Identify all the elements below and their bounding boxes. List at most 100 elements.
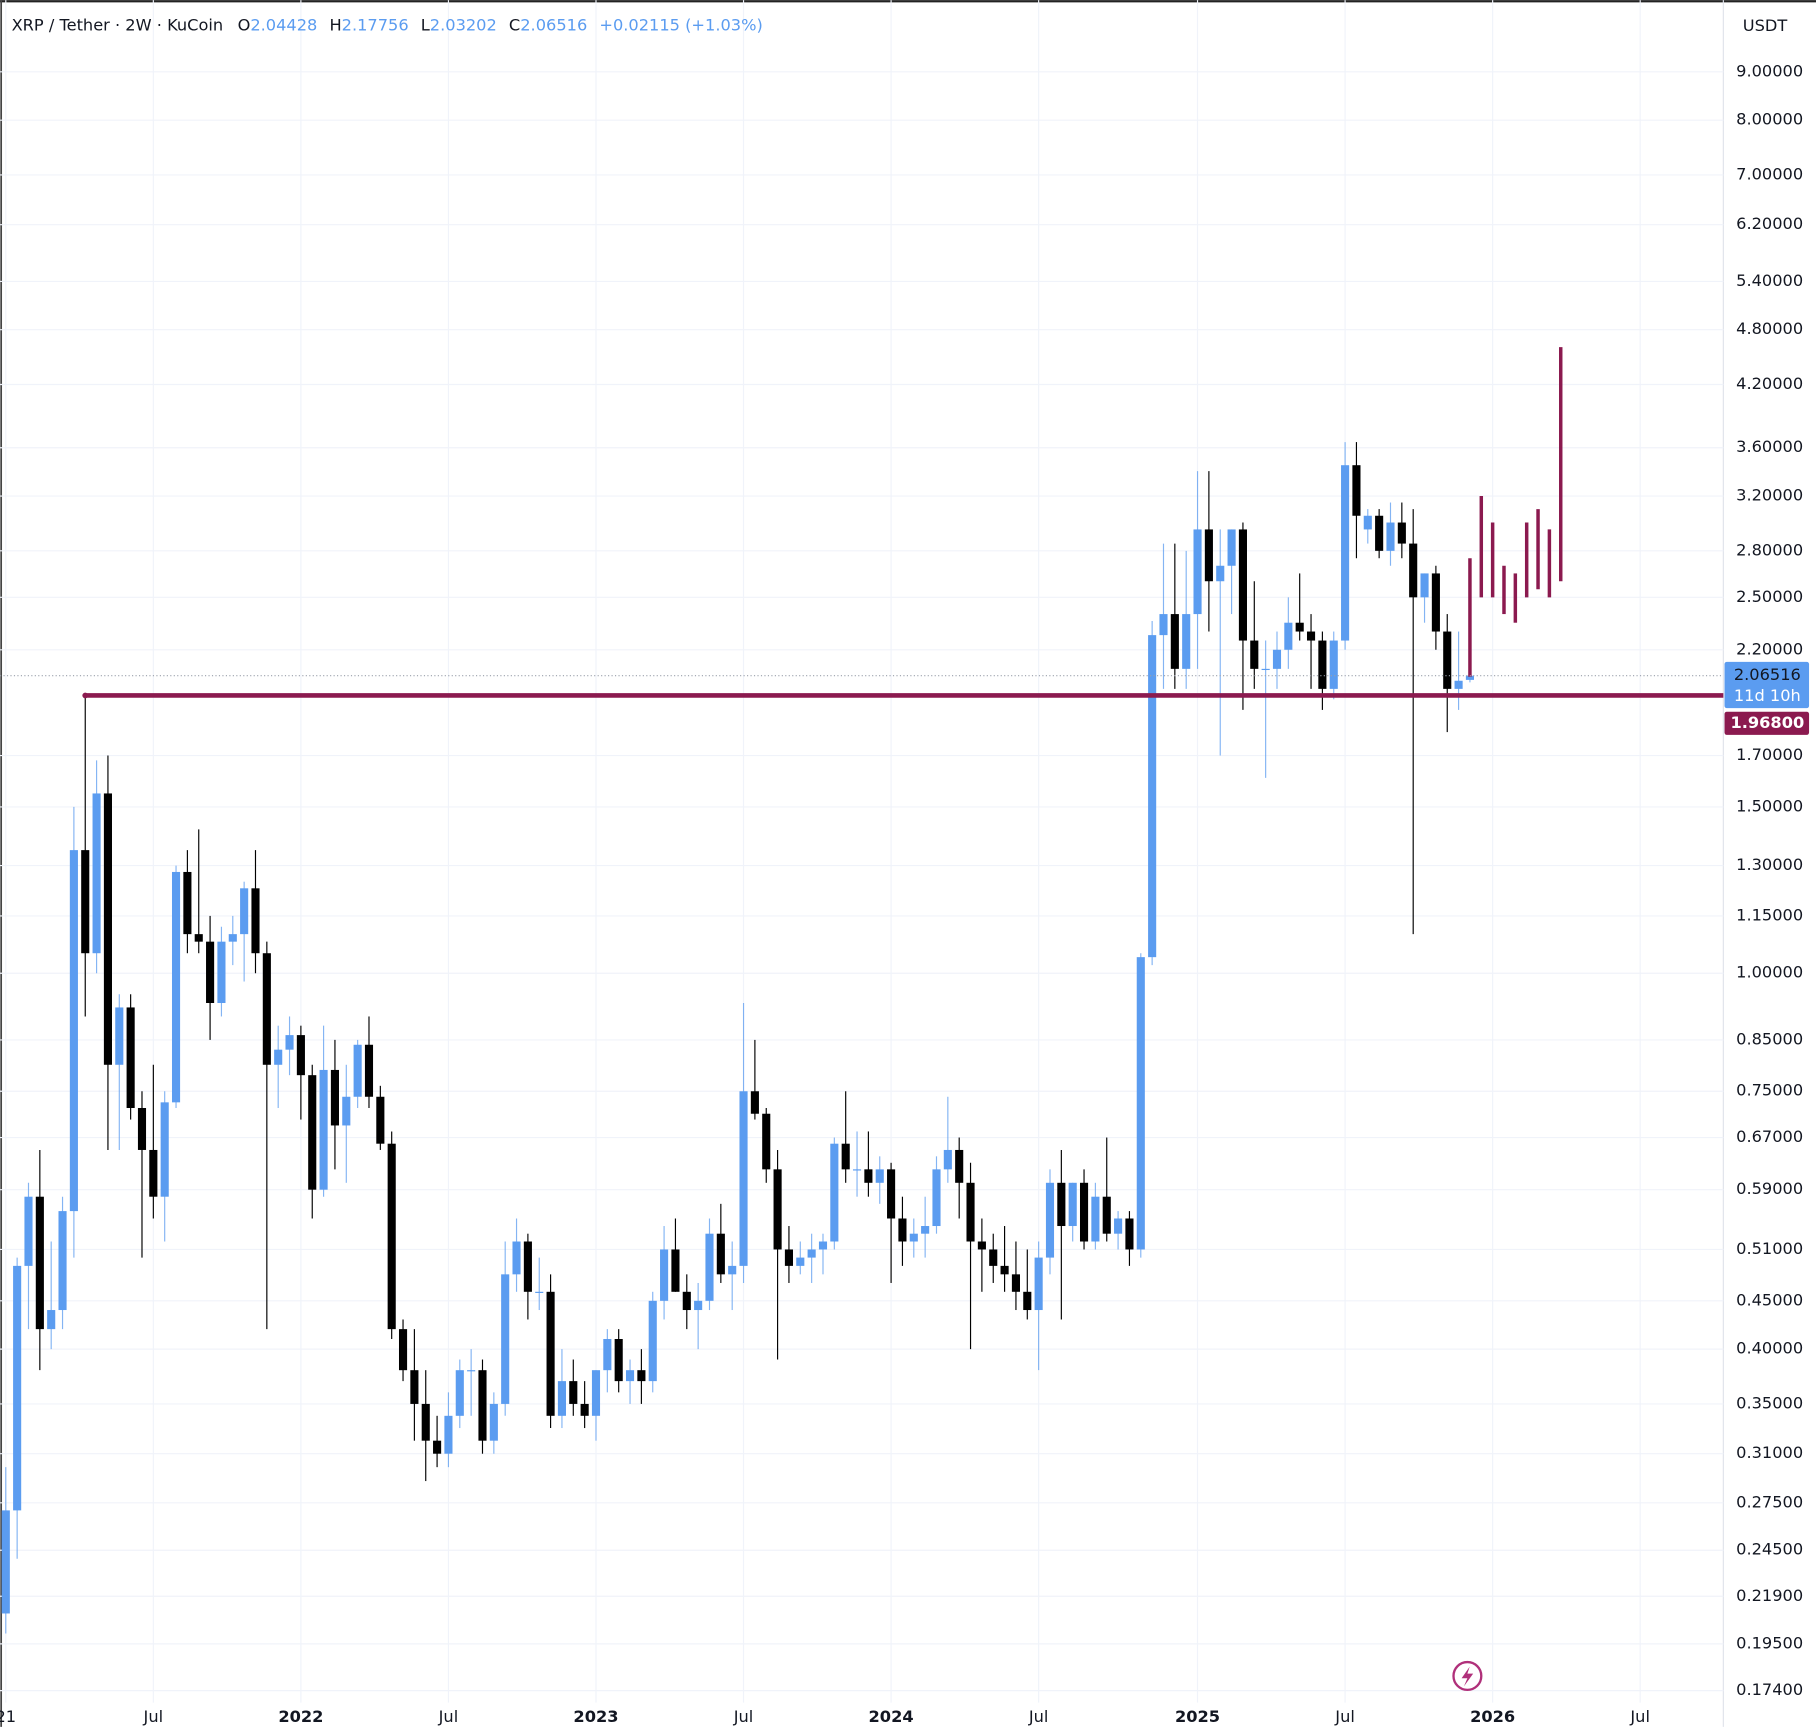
candle-body (1352, 465, 1361, 516)
candle-body (1102, 1196, 1111, 1234)
y-tick-label: 0.27500 (1736, 1492, 1803, 1511)
candle-body (35, 1196, 44, 1330)
candle-body (750, 1091, 759, 1114)
candle-body (1238, 529, 1247, 641)
candle-body (1329, 640, 1338, 689)
logo-icon (1452, 1660, 1483, 1692)
y-tick-label: 0.31000 (1736, 1443, 1803, 1462)
y-tick-label: 0.75000 (1736, 1081, 1803, 1100)
candle-body (977, 1241, 986, 1250)
x-tick-label: 2026 (1470, 1707, 1515, 1726)
x-tick-label: Jul (143, 1707, 164, 1726)
candle-body (206, 941, 215, 1004)
y-tick-label: 0.24500 (1736, 1540, 1803, 1559)
candle-body (1363, 515, 1372, 530)
candle-body (898, 1218, 907, 1242)
candle-body (69, 850, 78, 1212)
candle-body (1216, 565, 1225, 582)
candle-body (92, 793, 101, 954)
candle-body (716, 1233, 725, 1275)
candle-body (1306, 631, 1316, 641)
candle-body (410, 1370, 419, 1404)
candle-body (682, 1291, 691, 1311)
candle-body (1091, 1196, 1100, 1242)
candle-body (1148, 635, 1157, 958)
candle-body (217, 941, 226, 1004)
candle-body (398, 1329, 408, 1371)
legend-header: XRP / Tether · 2W · KuCoin O2.04428 H2.1… (12, 15, 763, 34)
candle-body (1136, 957, 1145, 1250)
y-tick-label: 0.51000 (1736, 1239, 1803, 1258)
candle-body (13, 1265, 22, 1511)
candle-body (773, 1169, 782, 1250)
candle-body (728, 1265, 737, 1275)
candle-body (251, 888, 260, 954)
candle-body (137, 1108, 147, 1150)
y-tick-label: 2.80000 (1736, 540, 1803, 559)
candle-body (625, 1370, 635, 1382)
candle-body (1375, 515, 1384, 551)
candle-body (115, 1007, 124, 1065)
y-tick-label: 0.85000 (1736, 1029, 1803, 1048)
candle-body (330, 1069, 339, 1126)
candle-body (660, 1249, 669, 1301)
candle-body (1057, 1182, 1066, 1227)
candle-body (1409, 543, 1418, 598)
candle-body (81, 850, 90, 954)
candle-body (228, 934, 237, 942)
candle-body (126, 1007, 135, 1109)
candle-body (943, 1149, 952, 1170)
y-tick-label: 7.00000 (1736, 164, 1803, 183)
logo-bolt (1461, 1666, 1474, 1687)
y-tick-label: 0.59000 (1736, 1179, 1803, 1198)
candle-body (285, 1035, 294, 1050)
candle-body (1193, 529, 1202, 615)
y-tick-label: 0.40000 (1736, 1339, 1803, 1358)
y-tick-label: 2.20000 (1736, 639, 1803, 658)
y-tick-label: 0.17400 (1736, 1680, 1803, 1699)
candle-body (1272, 649, 1282, 669)
candle-body (455, 1370, 464, 1416)
candle-body (501, 1274, 510, 1404)
x-tick-label: Jul (1629, 1707, 1650, 1726)
candle-body (966, 1182, 975, 1242)
y-tick-label: 4.20000 (1736, 374, 1803, 393)
candle-body (1, 1510, 10, 1614)
candle-body (1318, 640, 1327, 689)
candle-body (705, 1233, 714, 1301)
candle-body (909, 1233, 918, 1242)
candle-body (1045, 1182, 1055, 1258)
y-tick-label: 9.00000 (1736, 61, 1803, 80)
candle-body (1182, 614, 1191, 669)
x-tick-label: Jul (438, 1707, 459, 1726)
candle-body (512, 1241, 521, 1275)
candle-body (1068, 1182, 1077, 1227)
ohlc-letter: L (421, 15, 430, 34)
candle-body (807, 1249, 816, 1258)
candle-body (240, 888, 249, 935)
candle-body (478, 1370, 487, 1441)
candle-body (296, 1035, 305, 1076)
change-label: +0.02115 (+1.03%) (599, 15, 762, 34)
candle-body (1023, 1291, 1032, 1311)
candle-body (1420, 573, 1429, 598)
candle-body (274, 1049, 283, 1065)
candle-body (989, 1249, 998, 1266)
candle-body (637, 1370, 646, 1382)
candle-body (364, 1044, 374, 1097)
candle-body (308, 1075, 317, 1190)
candle-body (1114, 1218, 1123, 1234)
candle-body (183, 871, 192, 935)
currency-label: USDT (1743, 16, 1788, 35)
candle-body (1284, 622, 1293, 650)
y-tick-label: 3.60000 (1736, 437, 1803, 456)
ohlc-value: 2.03202 (430, 15, 497, 34)
candle-body (1034, 1257, 1043, 1311)
candle-body (47, 1310, 56, 1330)
candle-body (319, 1069, 328, 1190)
y-tick-label: 8.00000 (1736, 110, 1803, 129)
candle-body (1295, 622, 1304, 632)
candle-body (160, 1102, 169, 1197)
y-tick-label: 0.21900 (1736, 1586, 1803, 1605)
candle-body (1227, 529, 1236, 566)
